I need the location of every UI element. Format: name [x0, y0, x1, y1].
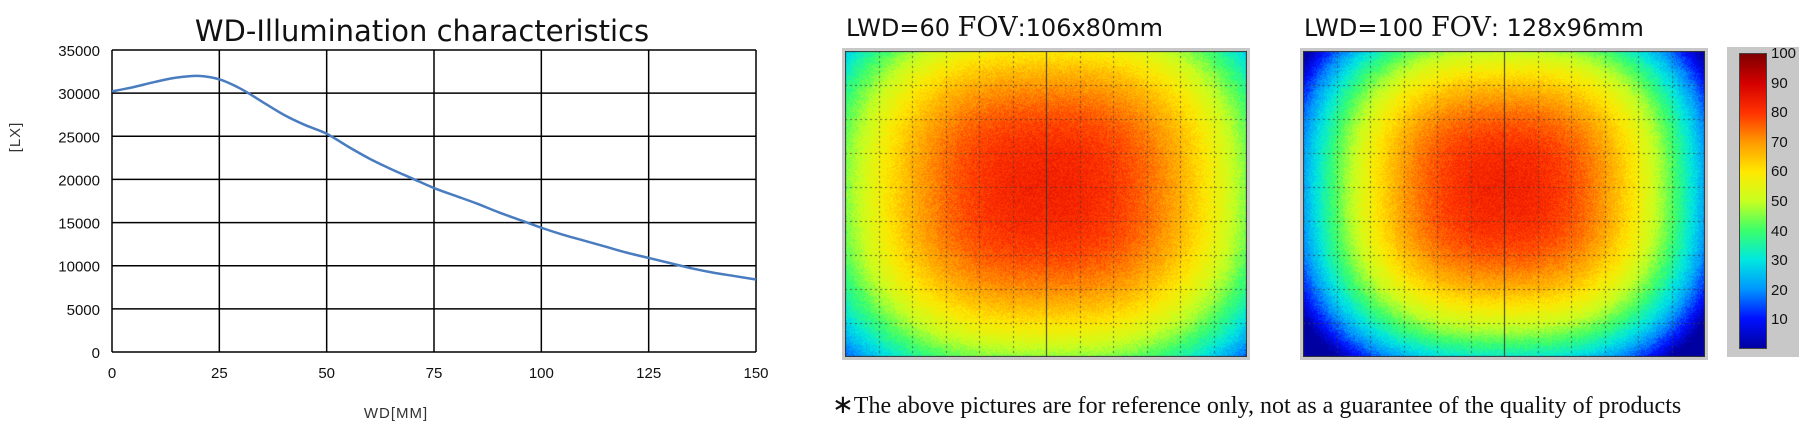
heatmap-lwd-100 [1300, 48, 1708, 360]
colorbar: 100 90 80 70 60 50 40 30 20 10 [1727, 45, 1799, 357]
disclaimer: ∗The above pictures are for reference on… [832, 390, 1681, 420]
x-tick-label: 75 [426, 365, 443, 382]
colorbar-tick-label: 60 [1771, 163, 1788, 181]
colorbar-tick-label: 20 [1771, 281, 1788, 299]
colorbar-gradient [1739, 53, 1767, 349]
heatmap-100-lwd: LWD=100 [1304, 14, 1424, 42]
x-tick-label: 150 [743, 365, 768, 382]
colorbar-tick-label: 70 [1771, 133, 1788, 151]
x-tick-label: 100 [529, 365, 554, 382]
x-axis-label: WD[MM] [364, 405, 428, 422]
heatmap-lwd-60 [842, 48, 1250, 360]
heatmap-60-fov-label: FOV [957, 12, 1018, 43]
colorbar-tick-label: 40 [1771, 222, 1788, 240]
x-tick-label: 125 [636, 365, 661, 382]
heatmap-60-lwd: LWD=60 [846, 14, 951, 42]
chart-title: WD-Illumination characteristics [195, 14, 649, 48]
y-tick-label: 10000 [58, 259, 100, 276]
plot-ticks: 0 25 50 75 100 125 150 0 5000 10000 15000 20000 2500… [58, 43, 768, 382]
y-tick-label: 15000 [58, 216, 100, 233]
x-tick-label: 0 [108, 365, 116, 382]
y-tick-label: 35000 [58, 43, 100, 60]
y-tick-label: 30000 [58, 86, 100, 103]
x-tick-label: 50 [318, 365, 335, 382]
heatmap-60-fov-value: :106x80mm [1017, 14, 1163, 42]
x-tick-label: 25 [211, 365, 228, 382]
y-tick-label: 25000 [58, 129, 100, 146]
heatmap-60-title: LWD=60 FOV:106x80mm [846, 12, 1163, 43]
colorbar-tick-label: 100 [1771, 45, 1797, 62]
plot-grid [111, 49, 757, 353]
y-tick-label: 5000 [67, 302, 100, 319]
colorbar-tick-label: 90 [1771, 74, 1788, 92]
disclaimer-text: The above pictures are for reference onl… [853, 393, 1682, 419]
y-tick-label: 0 [92, 345, 100, 362]
colorbar-tick-label: 30 [1771, 252, 1788, 270]
colorbar-tick-label: 50 [1771, 193, 1788, 210]
heatmap-100-fov-value: : 128x96mm [1490, 14, 1644, 42]
series-line-illumination [111, 74, 757, 281]
colorbar-tick-label: 80 [1771, 104, 1788, 122]
disclaimer-star: ∗ [832, 390, 854, 419]
y-axis-label: [LX] [7, 122, 24, 153]
y-tick-label: 20000 [58, 172, 100, 189]
colorbar-tick-label: 10 [1771, 311, 1788, 329]
heatmap-100-title: LWD=100 FOV: 128x96mm [1304, 12, 1644, 43]
heatmap-100-fov-label: FOV [1430, 12, 1491, 43]
